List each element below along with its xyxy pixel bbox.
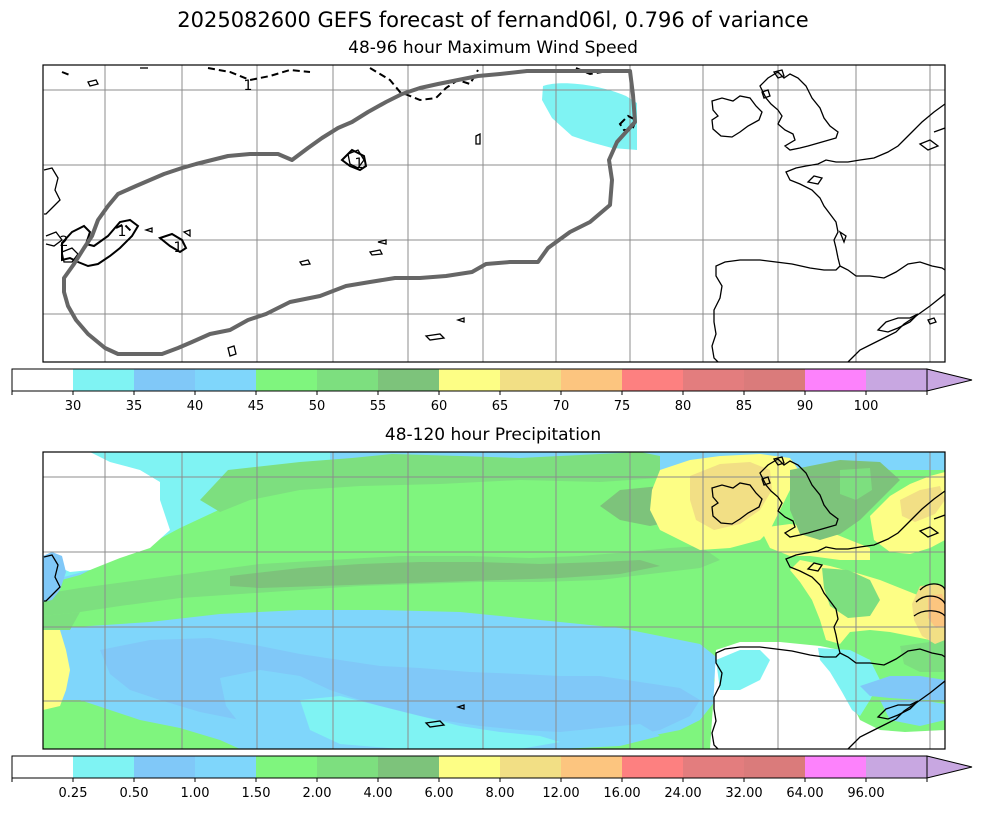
wind-contours bbox=[61, 148, 368, 268]
colorbar-tick-label: 75 bbox=[614, 399, 631, 414]
colorbar-tick-label: 1.50 bbox=[242, 786, 271, 801]
colorbar-tick-label: 60 bbox=[431, 399, 448, 414]
colorbar-tick-label: 8.00 bbox=[486, 786, 515, 801]
colorbar-tick-label: 90 bbox=[797, 399, 814, 414]
colorbar-tick-label: 4.00 bbox=[364, 786, 393, 801]
colorbar-cell bbox=[683, 756, 744, 778]
contour-label: 1 bbox=[174, 240, 183, 256]
colorbar-cell bbox=[805, 369, 866, 391]
colorbar-cell bbox=[378, 369, 439, 391]
colorbar-outline bbox=[11, 755, 927, 779]
wind-gridlines bbox=[43, 65, 945, 362]
colorbar-cell bbox=[73, 756, 134, 778]
colorbar-cell bbox=[744, 756, 805, 778]
colorbar-tick-label: 2.00 bbox=[303, 786, 332, 801]
wind-contour-labels: 1 1 1 1 2 bbox=[60, 78, 364, 256]
colorbar-tick-label: 50 bbox=[309, 399, 326, 414]
colorbar-tick-label: 100 bbox=[854, 399, 879, 414]
colorbar-cell bbox=[866, 369, 927, 391]
colorbar-tick-label: 55 bbox=[370, 399, 387, 414]
colorbar-cell bbox=[561, 369, 622, 391]
colorbar-cell bbox=[12, 756, 73, 778]
colorbar-tick-label: 12.00 bbox=[542, 786, 579, 801]
precip-shading bbox=[43, 452, 945, 749]
colorbar-cell bbox=[805, 756, 866, 778]
colorbar-cell bbox=[439, 756, 500, 778]
colorbar-tick-label: 0.50 bbox=[120, 786, 149, 801]
colorbar-tick-label: 64.00 bbox=[786, 786, 823, 801]
precip-map-frame bbox=[42, 451, 946, 750]
figure-title: 2025082600 GEFS forecast of fernand06l, … bbox=[177, 8, 809, 32]
precip-map-panel bbox=[42, 451, 946, 750]
colorbar-cell bbox=[256, 756, 317, 778]
precip-colorbar: 0.25 0.50 1.00 1.50 2.00 4.00 6.00 8.00 12.00 16.… bbox=[11, 755, 973, 801]
contour-label: 1 bbox=[355, 156, 364, 172]
colorbar-cell bbox=[195, 369, 256, 391]
colorbar-cell bbox=[622, 369, 683, 391]
colorbar-cell bbox=[500, 369, 561, 391]
colorbar-tick-label: 65 bbox=[492, 399, 509, 414]
colorbar-tick-label: 35 bbox=[126, 399, 143, 414]
wind-map-frame bbox=[42, 64, 946, 363]
contour-label: 1 bbox=[118, 224, 127, 240]
precip-gridlines bbox=[43, 452, 945, 749]
colorbar-tick-label: 70 bbox=[553, 399, 570, 414]
colorbar-tick-label: 6.00 bbox=[425, 786, 454, 801]
colorbar-tick-label: 40 bbox=[187, 399, 204, 414]
wind-colorbar: 30 35 40 45 50 55 60 65 70 75 80 85 90 100 bbox=[11, 368, 973, 414]
colorbar-tick-label: 0.25 bbox=[59, 786, 88, 801]
colorbar-tick-label: 30 bbox=[65, 399, 82, 414]
wind-coastlines bbox=[43, 67, 945, 362]
colorbar-outline bbox=[11, 368, 927, 392]
colorbar-tick-label: 80 bbox=[675, 399, 692, 414]
colorbar-tick-label: 24.00 bbox=[664, 786, 701, 801]
colorbar-cell bbox=[622, 756, 683, 778]
colorbar-tick-label: 45 bbox=[248, 399, 265, 414]
precip-coastlines bbox=[43, 456, 945, 749]
colorbar-cell bbox=[439, 369, 500, 391]
colorbar-cell bbox=[195, 756, 256, 778]
wind-panel-title: 48-96 hour Maximum Wind Speed bbox=[348, 38, 638, 58]
colorbar-tick-label: 32.00 bbox=[725, 786, 762, 801]
colorbar-cell bbox=[378, 756, 439, 778]
colorbar-cell bbox=[134, 369, 195, 391]
colorbar-extend-arrow bbox=[926, 368, 973, 392]
colorbar-tick-label: 96.00 bbox=[847, 786, 884, 801]
colorbar-cell bbox=[317, 369, 378, 391]
colorbar-cell bbox=[134, 756, 195, 778]
colorbar-cell bbox=[500, 756, 561, 778]
colorbar-tick-label: 16.00 bbox=[603, 786, 640, 801]
colorbar-cell bbox=[561, 756, 622, 778]
colorbar-cell bbox=[256, 369, 317, 391]
colorbar-tick-label: 1.00 bbox=[181, 786, 210, 801]
colorbar-cell bbox=[317, 756, 378, 778]
precip-panel-title: 48-120 hour Precipitation bbox=[384, 425, 602, 445]
colorbar-cell bbox=[866, 756, 927, 778]
wind-map-panel: 1 1 1 1 2 bbox=[42, 64, 946, 363]
contour-label: 1 bbox=[244, 78, 253, 94]
wind-shading bbox=[542, 83, 637, 150]
colorbar-tick-label: 85 bbox=[736, 399, 753, 414]
colorbar-extend-arrow bbox=[926, 755, 973, 779]
colorbar-cell bbox=[683, 369, 744, 391]
colorbar-cell bbox=[73, 369, 134, 391]
contour-label: 2 bbox=[60, 234, 69, 250]
colorbar-cell bbox=[12, 369, 73, 391]
colorbar-cell bbox=[744, 369, 805, 391]
storm-cone-outline bbox=[62, 69, 637, 356]
